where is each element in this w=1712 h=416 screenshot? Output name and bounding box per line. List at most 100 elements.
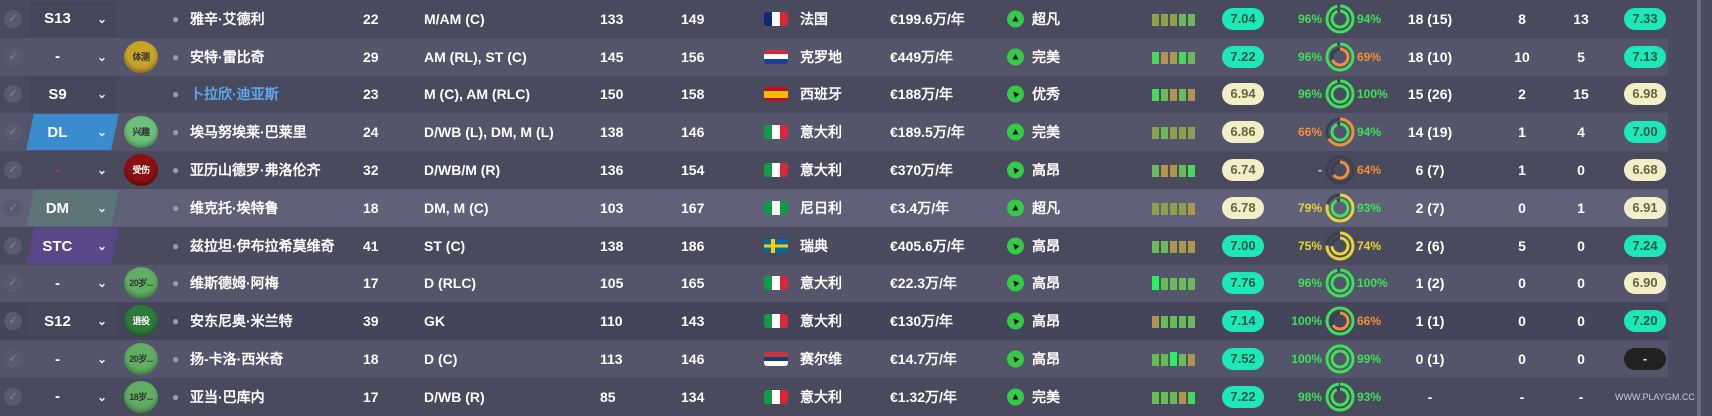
row-checkbox[interactable]: ✓ xyxy=(4,387,22,406)
form-bar xyxy=(1152,276,1159,291)
nigeria-flag-icon xyxy=(764,200,788,215)
nationality: 意大利 xyxy=(800,124,842,141)
player-name[interactable]: 卜拉欣·迪亚斯 xyxy=(190,86,279,103)
selection-dropdown[interactable]: DM ⌄ xyxy=(26,189,119,226)
selection-dropdown[interactable]: - ⌄ xyxy=(30,379,115,415)
table-row[interactable]: ✓ S13 ⌄ ● 雅辛·艾德利 22 M/AM (C) 133 149 法国 … xyxy=(0,0,1668,38)
potential-ability: 156 xyxy=(681,48,705,65)
morale: 完美 xyxy=(1032,48,1060,65)
italy-flag-icon xyxy=(764,276,788,291)
row-checkbox[interactable]: ✓ xyxy=(4,9,22,28)
table-row[interactable]: ✓ STC ⌄ ● 兹拉坦·伊布拉希莫维奇 41 ST (C) 138 186 … xyxy=(0,226,1668,265)
person-icon: ● xyxy=(172,163,180,178)
player-name[interactable]: 扬-卡洛·西米奇 xyxy=(190,351,284,368)
status-badge[interactable]: 兴趣 xyxy=(124,116,158,149)
selection-dropdown[interactable]: - ⌄ xyxy=(30,341,115,377)
average-rating-pill: 7.00 xyxy=(1624,121,1666,144)
table-row[interactable]: ✓ - ⌄ 20岁... ● 维斯德姆·阿梅 17 D (RLC) 105 16… xyxy=(0,264,1668,303)
player-name[interactable]: 兹拉坦·伊布拉希莫维奇 xyxy=(190,237,335,254)
nationality: 瑞典 xyxy=(800,237,828,254)
player-name[interactable]: 安特·雷比奇 xyxy=(190,48,265,65)
form-bar xyxy=(1188,316,1195,329)
selection-dropdown[interactable]: S13 ⌄ xyxy=(30,0,115,37)
row-checkbox[interactable]: ✓ xyxy=(4,85,22,104)
position: D/WB/M (R) xyxy=(424,162,501,179)
chevron-down-icon[interactable]: ⌄ xyxy=(97,276,108,291)
player-name[interactable]: 雅辛·艾德利 xyxy=(190,10,265,27)
condition-ring xyxy=(1325,344,1355,374)
rating-pill: 7.22 xyxy=(1222,45,1264,68)
chevron-down-icon[interactable]: ⌄ xyxy=(97,389,108,404)
goals: 1 xyxy=(1518,124,1526,141)
chevron-down-icon[interactable]: ⌄ xyxy=(97,163,108,178)
status-badge[interactable]: 体测 xyxy=(124,40,158,73)
position: M (C), AM (RLC) xyxy=(424,86,531,103)
status-badge[interactable]: 20岁... xyxy=(124,267,158,300)
form-bar xyxy=(1161,165,1168,178)
status-badge[interactable]: 20岁... xyxy=(124,343,158,376)
scrollbar[interactable] xyxy=(1697,0,1701,416)
chevron-down-icon[interactable]: ⌄ xyxy=(97,200,108,215)
position: D/WB (L), DM, M (L) xyxy=(424,124,554,141)
chevron-down-icon[interactable]: ⌄ xyxy=(97,11,108,26)
selection-dropdown[interactable]: - ⌄ xyxy=(30,39,115,75)
row-checkbox[interactable]: ✓ xyxy=(4,47,22,66)
form-bar xyxy=(1161,391,1168,404)
table-row[interactable]: ✓ S9 ⌄ ● 卜拉欣·迪亚斯 23 M (C), AM (RLC) 150 … xyxy=(0,75,1668,114)
chevron-down-icon[interactable]: ⌄ xyxy=(97,87,108,102)
fitness-percent: 96% xyxy=(1297,49,1322,64)
table-row[interactable]: ✓ - ⌄ 20岁... ● 扬-卡洛·西米奇 18 D (C) 113 146… xyxy=(0,340,1668,378)
player-name[interactable]: 亚当·巴库内 xyxy=(190,388,265,405)
goals: 8 xyxy=(1518,10,1526,27)
sharpness-percent: 93% xyxy=(1357,200,1382,215)
table-row[interactable]: ✓ DM ⌄ ● 维克托·埃特鲁 18 DM, M (C) 103 167 尼日… xyxy=(0,188,1668,227)
selection-dropdown[interactable]: STC ⌄ xyxy=(26,227,119,264)
fitness-percent: 66% xyxy=(1297,125,1322,140)
form-bars xyxy=(1152,163,1195,178)
status-badge[interactable]: 退役 xyxy=(124,305,158,338)
selection-dropdown[interactable]: S9 ⌄ xyxy=(30,76,115,113)
form-bar xyxy=(1179,278,1186,291)
row-checkbox[interactable]: ✓ xyxy=(4,161,22,180)
row-checkbox[interactable]: ✓ xyxy=(4,123,22,142)
selection-dropdown[interactable]: S12 ⌄ xyxy=(30,303,115,340)
table-row[interactable]: ✓ - ⌄ 受伤 ● 亚历山德罗·弗洛伦齐 32 D/WB/M (R) 136 … xyxy=(0,151,1668,189)
fitness-percent: 75% xyxy=(1297,238,1322,253)
player-name[interactable]: 维斯德姆·阿梅 xyxy=(190,275,279,292)
table-row[interactable]: ✓ DL ⌄ 兴趣 ● 埃马努埃莱·巴莱里 24 D/WB (L), DM, M… xyxy=(0,113,1668,152)
status-badge[interactable]: 受伤 xyxy=(124,154,158,187)
row-checkbox[interactable]: ✓ xyxy=(4,198,22,217)
player-name[interactable]: 维克托·埃特鲁 xyxy=(190,199,279,216)
appearances: 1 (2) xyxy=(1415,275,1445,292)
chevron-down-icon[interactable]: ⌄ xyxy=(97,352,108,367)
table-row[interactable]: ✓ S12 ⌄ 退役 ● 安东尼奥·米兰特 39 GK 110 143 意大利 … xyxy=(0,302,1668,341)
appearances: 18 (10) xyxy=(1407,48,1453,65)
appearances: 15 (26) xyxy=(1407,86,1453,103)
chevron-down-icon[interactable]: ⌄ xyxy=(97,314,108,329)
chevron-down-icon[interactable]: ⌄ xyxy=(97,49,108,64)
table-row[interactable]: ✓ - ⌄ 体测 ● 安特·雷比奇 29 AM (RL), ST (C) 145… xyxy=(0,37,1668,76)
row-checkbox[interactable]: ✓ xyxy=(4,312,22,331)
row-checkbox[interactable]: ✓ xyxy=(4,236,22,255)
form-bar xyxy=(1152,89,1159,102)
status-badge[interactable]: 18岁... xyxy=(124,380,158,413)
player-name[interactable]: 安东尼奥·米兰特 xyxy=(190,313,293,330)
row-checkbox[interactable]: ✓ xyxy=(4,274,22,293)
assists: 4 xyxy=(1577,124,1585,141)
wage: €3.4万/年 xyxy=(890,199,950,216)
potential-ability: 186 xyxy=(681,237,705,254)
row-checkbox[interactable]: ✓ xyxy=(4,350,22,369)
player-name[interactable]: 亚历山德罗·弗洛伦齐 xyxy=(190,162,321,179)
fitness-percent: 100% xyxy=(1291,352,1322,367)
selection-dropdown[interactable]: - ⌄ xyxy=(30,265,115,301)
selection-dropdown[interactable]: DL ⌄ xyxy=(26,114,119,151)
assists: 1 xyxy=(1577,199,1585,216)
chevron-down-icon[interactable]: ⌄ xyxy=(97,125,108,140)
chevron-down-icon[interactable]: ⌄ xyxy=(97,238,108,253)
morale: 高昂 xyxy=(1032,237,1060,254)
position: M/AM (C) xyxy=(424,10,485,27)
rating-pill: 7.52 xyxy=(1222,348,1264,371)
selection-dropdown[interactable]: - ⌄ xyxy=(30,152,115,188)
player-name[interactable]: 埃马努埃莱·巴莱里 xyxy=(190,124,307,141)
table-row[interactable]: ✓ - ⌄ 18岁... ● 亚当·巴库内 17 D/WB (R) 85 134… xyxy=(0,377,1668,416)
